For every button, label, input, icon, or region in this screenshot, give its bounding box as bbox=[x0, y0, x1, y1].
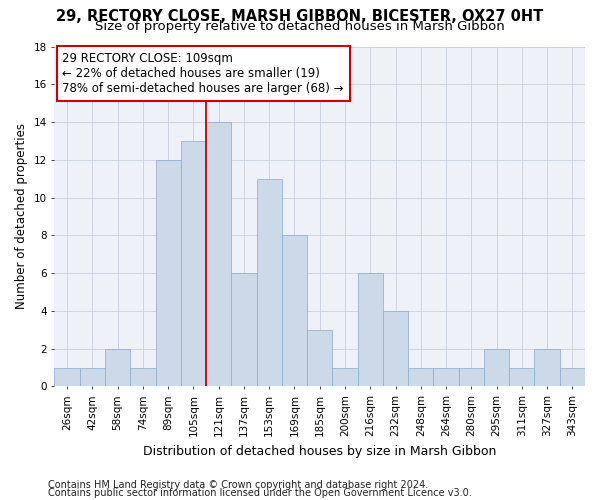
Bar bbox=[509, 368, 535, 386]
Bar bbox=[433, 368, 458, 386]
Bar bbox=[55, 368, 80, 386]
Bar bbox=[206, 122, 231, 386]
Text: 29, RECTORY CLOSE, MARSH GIBBON, BICESTER, OX27 0HT: 29, RECTORY CLOSE, MARSH GIBBON, BICESTE… bbox=[56, 9, 544, 24]
Bar bbox=[130, 368, 155, 386]
Bar bbox=[181, 141, 206, 386]
Bar bbox=[560, 368, 585, 386]
Bar bbox=[80, 368, 105, 386]
Text: 29 RECTORY CLOSE: 109sqm
← 22% of detached houses are smaller (19)
78% of semi-d: 29 RECTORY CLOSE: 109sqm ← 22% of detach… bbox=[62, 52, 344, 94]
Bar bbox=[282, 236, 307, 386]
Bar bbox=[332, 368, 358, 386]
Bar bbox=[358, 273, 383, 386]
Bar bbox=[383, 311, 408, 386]
Bar bbox=[105, 348, 130, 387]
Text: Contains HM Land Registry data © Crown copyright and database right 2024.: Contains HM Land Registry data © Crown c… bbox=[48, 480, 428, 490]
Y-axis label: Number of detached properties: Number of detached properties bbox=[15, 124, 28, 310]
Bar bbox=[307, 330, 332, 386]
Bar bbox=[155, 160, 181, 386]
Bar bbox=[484, 348, 509, 387]
Text: Contains public sector information licensed under the Open Government Licence v3: Contains public sector information licen… bbox=[48, 488, 472, 498]
Bar bbox=[458, 368, 484, 386]
Bar bbox=[231, 273, 257, 386]
Bar bbox=[408, 368, 433, 386]
Bar bbox=[257, 178, 282, 386]
Bar bbox=[535, 348, 560, 387]
Text: Size of property relative to detached houses in Marsh Gibbon: Size of property relative to detached ho… bbox=[95, 20, 505, 33]
X-axis label: Distribution of detached houses by size in Marsh Gibbon: Distribution of detached houses by size … bbox=[143, 444, 496, 458]
